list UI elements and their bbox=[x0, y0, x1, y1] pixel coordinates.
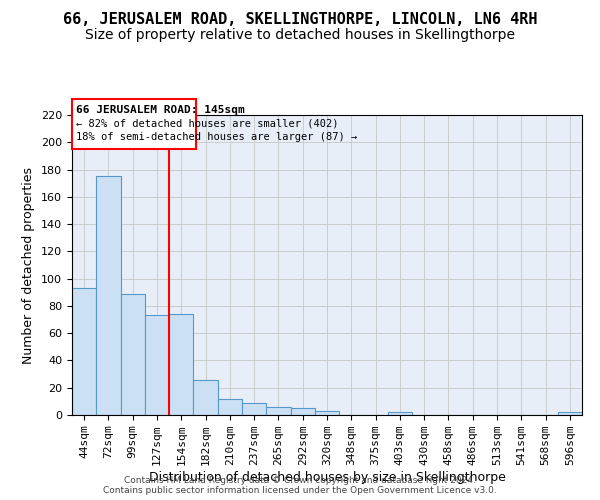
Bar bbox=[72, 288, 96, 415]
Bar bbox=[169, 314, 193, 415]
Bar bbox=[72, 98, 196, 149]
Text: Size of property relative to detached houses in Skellingthorpe: Size of property relative to detached ho… bbox=[85, 28, 515, 42]
Bar bbox=[388, 412, 412, 415]
Bar bbox=[290, 408, 315, 415]
Bar bbox=[315, 411, 339, 415]
Text: ← 82% of detached houses are smaller (402): ← 82% of detached houses are smaller (40… bbox=[76, 118, 338, 128]
Bar bbox=[121, 294, 145, 415]
Bar bbox=[193, 380, 218, 415]
Bar bbox=[145, 316, 169, 415]
Bar bbox=[266, 407, 290, 415]
Y-axis label: Number of detached properties: Number of detached properties bbox=[22, 166, 35, 364]
Text: 66 JERUSALEM ROAD: 145sqm: 66 JERUSALEM ROAD: 145sqm bbox=[76, 104, 244, 115]
Bar bbox=[218, 398, 242, 415]
Text: 18% of semi-detached houses are larger (87) →: 18% of semi-detached houses are larger (… bbox=[76, 132, 357, 142]
X-axis label: Distribution of detached houses by size in Skellingthorpe: Distribution of detached houses by size … bbox=[149, 471, 505, 484]
Bar bbox=[96, 176, 121, 415]
Bar bbox=[242, 402, 266, 415]
Text: Contains HM Land Registry data © Crown copyright and database right 2024.
Contai: Contains HM Land Registry data © Crown c… bbox=[103, 476, 497, 495]
Text: 66, JERUSALEM ROAD, SKELLINGTHORPE, LINCOLN, LN6 4RH: 66, JERUSALEM ROAD, SKELLINGTHORPE, LINC… bbox=[63, 12, 537, 28]
Bar bbox=[558, 412, 582, 415]
